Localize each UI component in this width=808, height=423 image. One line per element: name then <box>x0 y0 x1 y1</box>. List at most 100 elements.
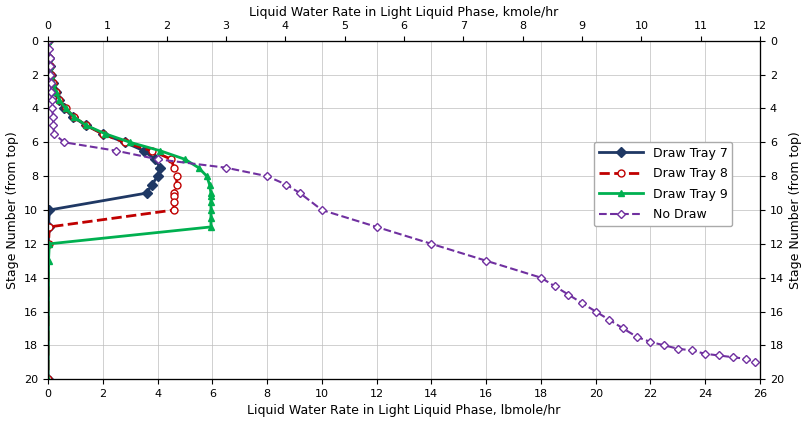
No Draw <box>49 131 59 136</box>
No Draw <box>427 241 436 246</box>
Y-axis label: Stage Number (from top): Stage Number (from top) <box>789 131 802 289</box>
Draw Tray 7 <box>68 114 78 119</box>
Draw Tray 8 <box>166 157 176 162</box>
Draw Tray 9 <box>194 165 204 170</box>
Draw Tray 9 <box>206 216 216 221</box>
Draw Tray 9 <box>44 258 53 263</box>
Draw Tray 9 <box>206 194 216 199</box>
No Draw <box>153 157 162 162</box>
Draw Tray 8 <box>172 182 182 187</box>
Draw Tray 7 <box>43 38 53 44</box>
Draw Tray 9 <box>101 131 111 136</box>
No Draw <box>48 114 57 119</box>
No Draw <box>48 106 57 111</box>
No Draw <box>536 275 545 280</box>
No Draw <box>549 283 559 288</box>
Draw Tray 9 <box>125 140 135 145</box>
Draw Tray 8 <box>169 207 179 212</box>
No Draw <box>45 55 55 60</box>
Draw Tray 9 <box>204 182 214 187</box>
No Draw <box>714 353 724 358</box>
No Draw <box>646 339 655 344</box>
No Draw <box>112 148 121 153</box>
Draw Tray 9 <box>206 207 216 212</box>
Line: Draw Tray 7: Draw Tray 7 <box>44 37 164 383</box>
Draw Tray 8 <box>44 55 54 60</box>
Draw Tray 9 <box>51 89 61 94</box>
Draw Tray 7 <box>98 131 107 136</box>
Draw Tray 7 <box>44 224 53 229</box>
Draw Tray 7 <box>82 123 91 128</box>
Draw Tray 7 <box>150 157 160 162</box>
Draw Tray 8 <box>46 72 56 77</box>
No Draw <box>317 207 326 212</box>
No Draw <box>604 317 614 322</box>
No Draw <box>742 356 751 361</box>
No Draw <box>687 348 696 353</box>
No Draw <box>263 173 272 179</box>
No Draw <box>281 182 291 187</box>
Draw Tray 8 <box>43 376 53 382</box>
Draw Tray 7 <box>153 173 162 179</box>
No Draw <box>632 334 642 339</box>
Draw Tray 9 <box>202 173 212 179</box>
No Draw <box>701 351 710 356</box>
Draw Tray 7 <box>43 376 53 382</box>
No Draw <box>60 140 69 145</box>
Draw Tray 9 <box>44 241 54 246</box>
Draw Tray 8 <box>82 123 91 128</box>
Draw Tray 8 <box>51 89 61 94</box>
Draw Tray 7 <box>141 190 151 195</box>
No Draw <box>728 354 738 360</box>
Draw Tray 9 <box>43 376 53 382</box>
Draw Tray 7 <box>44 207 54 212</box>
No Draw <box>45 72 55 77</box>
Draw Tray 8 <box>44 224 54 229</box>
Draw Tray 8 <box>169 194 179 199</box>
Draw Tray 7 <box>147 182 157 187</box>
Line: Draw Tray 9: Draw Tray 9 <box>44 37 214 383</box>
Line: No Draw: No Draw <box>45 38 757 365</box>
Draw Tray 7 <box>60 106 69 111</box>
No Draw <box>482 258 491 263</box>
Line: Draw Tray 8: Draw Tray 8 <box>44 37 180 383</box>
Draw Tray 8 <box>55 98 65 103</box>
X-axis label: Liquid Water Rate in Light Liquid Phase, kmole/hr: Liquid Water Rate in Light Liquid Phase,… <box>250 5 558 19</box>
No Draw <box>44 47 54 52</box>
No Draw <box>750 360 760 365</box>
No Draw <box>372 224 381 229</box>
Draw Tray 7 <box>51 89 61 94</box>
No Draw <box>563 292 573 297</box>
No Draw <box>46 89 56 94</box>
Draw Tray 8 <box>44 241 53 246</box>
No Draw <box>577 300 587 305</box>
Draw Tray 9 <box>43 38 53 44</box>
No Draw <box>47 98 57 103</box>
Draw Tray 8 <box>43 38 53 44</box>
Draw Tray 8 <box>169 199 179 204</box>
No Draw <box>618 326 628 331</box>
Draw Tray 8 <box>169 165 179 170</box>
No Draw <box>45 64 55 69</box>
Draw Tray 9 <box>46 72 56 77</box>
Draw Tray 7 <box>46 72 56 77</box>
Draw Tray 9 <box>206 224 216 229</box>
No Draw <box>46 81 56 86</box>
Draw Tray 9 <box>155 148 165 153</box>
Draw Tray 9 <box>180 157 190 162</box>
No Draw <box>43 38 53 44</box>
Y-axis label: Stage Number (from top): Stage Number (from top) <box>6 131 19 289</box>
Draw Tray 9 <box>44 55 54 60</box>
No Draw <box>591 309 600 314</box>
Draw Tray 9 <box>48 81 57 86</box>
Draw Tray 7 <box>139 148 149 153</box>
Draw Tray 7 <box>44 55 54 60</box>
Draw Tray 8 <box>69 114 79 119</box>
Draw Tray 8 <box>98 131 107 136</box>
Draw Tray 9 <box>69 114 79 119</box>
No Draw <box>221 165 231 170</box>
Draw Tray 8 <box>120 140 129 145</box>
Draw Tray 8 <box>45 64 55 69</box>
No Draw <box>673 346 683 351</box>
Draw Tray 7 <box>120 140 129 145</box>
